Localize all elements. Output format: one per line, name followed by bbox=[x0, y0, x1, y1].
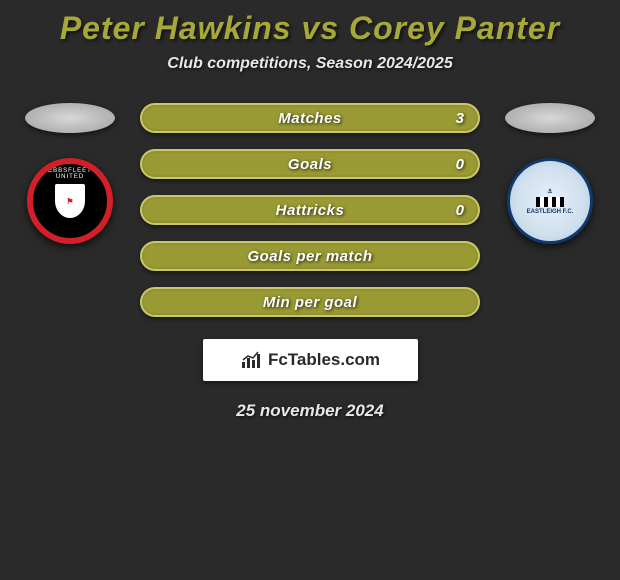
badge-ring-text: EASTLEIGH F.C. bbox=[527, 209, 574, 215]
watermark: FcTables.com bbox=[203, 339, 418, 381]
stat-bar-hattricks: Hattricks 0 bbox=[140, 195, 480, 225]
stat-label: Min per goal bbox=[263, 294, 357, 311]
player-photo-placeholder-left bbox=[25, 103, 115, 133]
stat-label: Goals per match bbox=[247, 248, 372, 265]
left-column: EBBSFLEET UNITED ⚑ bbox=[20, 103, 120, 244]
stat-label: Hattricks bbox=[276, 202, 345, 219]
stat-bar-goals: Goals 0 bbox=[140, 149, 480, 179]
subtitle: Club competitions, Season 2024/2025 bbox=[0, 55, 620, 73]
team-badge-eastleigh: ⚓︎ EASTLEIGH F.C. bbox=[507, 158, 593, 244]
team-badge-ebbsfleet: EBBSFLEET UNITED ⚑ bbox=[27, 158, 113, 244]
stat-value: 3 bbox=[456, 110, 464, 127]
stat-bar-goals-per-match: Goals per match bbox=[140, 241, 480, 271]
stat-bar-matches: Matches 3 bbox=[140, 103, 480, 133]
stat-bars: Matches 3 Goals 0 Hattricks 0 Goals per … bbox=[140, 103, 480, 317]
right-column: ⚓︎ EASTLEIGH F.C. bbox=[500, 103, 600, 244]
player-photo-placeholder-right bbox=[505, 103, 595, 133]
stat-label: Goals bbox=[288, 156, 332, 173]
stat-value: 0 bbox=[456, 202, 464, 219]
stat-value: 0 bbox=[456, 156, 464, 173]
stat-label: Matches bbox=[278, 110, 342, 127]
chart-icon bbox=[240, 350, 264, 370]
badge-inner-icon: ⚓︎ EASTLEIGH F.C. bbox=[527, 188, 574, 215]
comparison-card: Peter Hawkins vs Corey Panter Club compe… bbox=[0, 0, 620, 421]
date-label: 25 november 2024 bbox=[0, 401, 620, 421]
stats-area: EBBSFLEET UNITED ⚑ Matches 3 Goals 0 Hat… bbox=[0, 103, 620, 317]
stat-bar-min-per-goal: Min per goal bbox=[140, 287, 480, 317]
watermark-text: FcTables.com bbox=[268, 350, 380, 370]
badge-shield-icon: ⚑ bbox=[55, 184, 85, 218]
page-title: Peter Hawkins vs Corey Panter bbox=[0, 10, 620, 47]
badge-ring-text: EBBSFLEET UNITED bbox=[33, 168, 107, 180]
